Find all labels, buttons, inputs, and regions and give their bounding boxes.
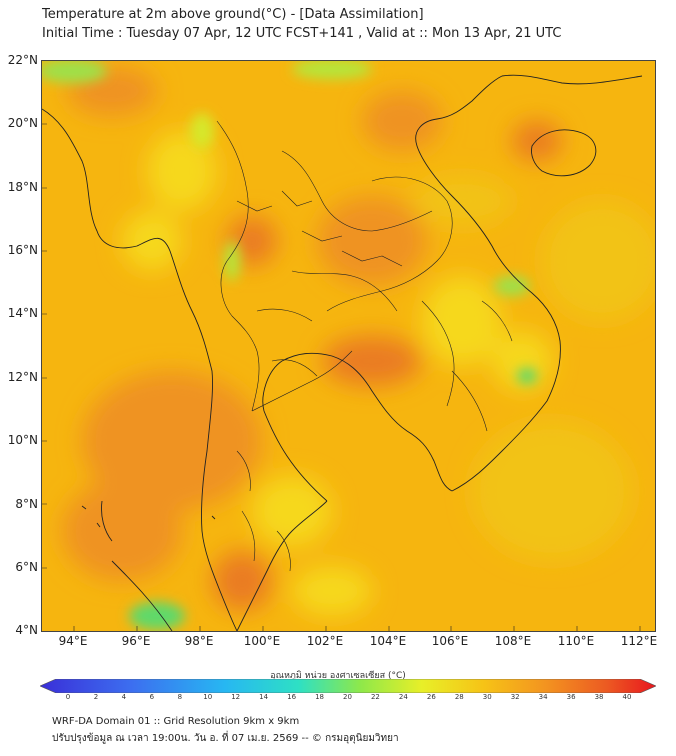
colorbar-title: อุณหภูมิ หน่วย องศาเซลเซียส (°C) [270, 671, 406, 681]
lon-label: 102°E [306, 634, 344, 648]
map-subtitle: Initial Time : Tuesday 07 Apr, 12 UTC FC… [42, 26, 562, 41]
colorbar-tick-label: 0 [65, 693, 71, 701]
lon-label: 94°E [58, 634, 88, 648]
lon-label: 106°E [431, 634, 469, 648]
colorbar-tick-label: 18 [315, 693, 324, 701]
temperature-field [62, 66, 655, 616]
colorbar-tick-label: 12 [231, 693, 241, 701]
lon-label: 98°E [184, 634, 214, 648]
colorbar-tick-label: 30 [482, 693, 492, 701]
map-title: Temperature at 2m above ground(°C) - [Da… [42, 7, 424, 22]
province-borders [216, 120, 513, 572]
colorbar-tick-label: 8 [177, 693, 183, 701]
footer-domain-info: WRF-DA Domain 01 :: Grid Resolution 9km … [52, 716, 300, 727]
lat-label: 16°N [7, 243, 38, 257]
lat-label: 22°N [7, 53, 38, 67]
colorbar-tick-label: 16 [287, 693, 297, 701]
lon-label: 112°E [620, 634, 658, 648]
colorbar-tick-label: 6 [149, 693, 155, 701]
colorbar-tick-label: 14 [259, 693, 269, 701]
colorbar-tick-label: 34 [538, 693, 548, 701]
lat-label: 14°N [7, 306, 38, 320]
lat-label: 20°N [7, 116, 38, 130]
colorbar-tick-label: 2 [93, 693, 99, 701]
temperature-map[interactable] [41, 60, 656, 632]
colorbar-tick-label: 28 [454, 693, 464, 701]
cool-spots [42, 61, 537, 630]
footer-update-info: ปรับปรุงข้อมูล ณ เวลา 19:00น. วัน อ. ที่… [52, 733, 399, 744]
lat-label: 10°N [7, 433, 38, 447]
colorbar-tick-label: 26 [426, 693, 436, 701]
lon-label: 96°E [121, 634, 151, 648]
colorbar-tick-label: 10 [203, 693, 213, 701]
colorbar-tick-label: 32 [510, 693, 520, 701]
colorbar-tick-label: 22 [370, 693, 380, 701]
colorbar-tick-label: 24 [398, 693, 408, 701]
lat-label: 4°N [15, 623, 38, 637]
colorbar-tick-label: 38 [594, 693, 604, 701]
lat-label: 8°N [15, 497, 38, 511]
lat-label: 12°N [7, 370, 38, 384]
colorbar-tick-label: 4 [121, 693, 127, 701]
colorbar-tick-label: 40 [622, 693, 632, 701]
colorbar-tick-label: 20 [343, 693, 352, 701]
coastlines [42, 74, 643, 631]
colorbar-ticks: 0 2 4 6 8 10 12 14 16 18 20 22 24 26 28 30 32 34 36 38 40 [0, 693, 676, 705]
lat-lon-ticks [42, 123, 641, 631]
colorbar [40, 679, 656, 693]
lon-label: 100°E [243, 634, 281, 648]
lon-label: 104°E [369, 634, 407, 648]
lat-label: 18°N [7, 180, 38, 194]
lat-label: 6°N [15, 560, 38, 574]
lon-label: 110°E [557, 634, 595, 648]
lon-label: 108°E [494, 634, 532, 648]
colorbar-tick-label: 36 [566, 693, 576, 701]
